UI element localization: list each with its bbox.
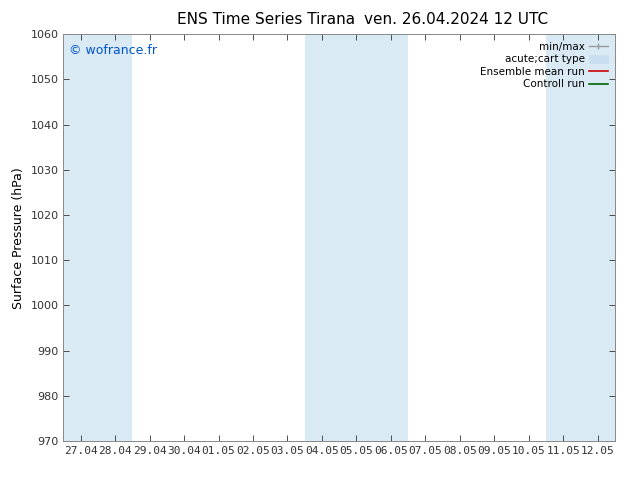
Legend: min/max, acute;cart type, Ensemble mean run, Controll run: min/max, acute;cart type, Ensemble mean … bbox=[478, 40, 610, 92]
Y-axis label: Surface Pressure (hPa): Surface Pressure (hPa) bbox=[12, 167, 25, 309]
Text: © wofrance.fr: © wofrance.fr bbox=[69, 45, 157, 57]
Bar bbox=[546, 34, 615, 441]
Bar bbox=[305, 34, 408, 441]
Text: ENS Time Series Tirana: ENS Time Series Tirana bbox=[178, 12, 355, 27]
Bar bbox=[63, 34, 133, 441]
Text: ven. 26.04.2024 12 UTC: ven. 26.04.2024 12 UTC bbox=[365, 12, 548, 27]
